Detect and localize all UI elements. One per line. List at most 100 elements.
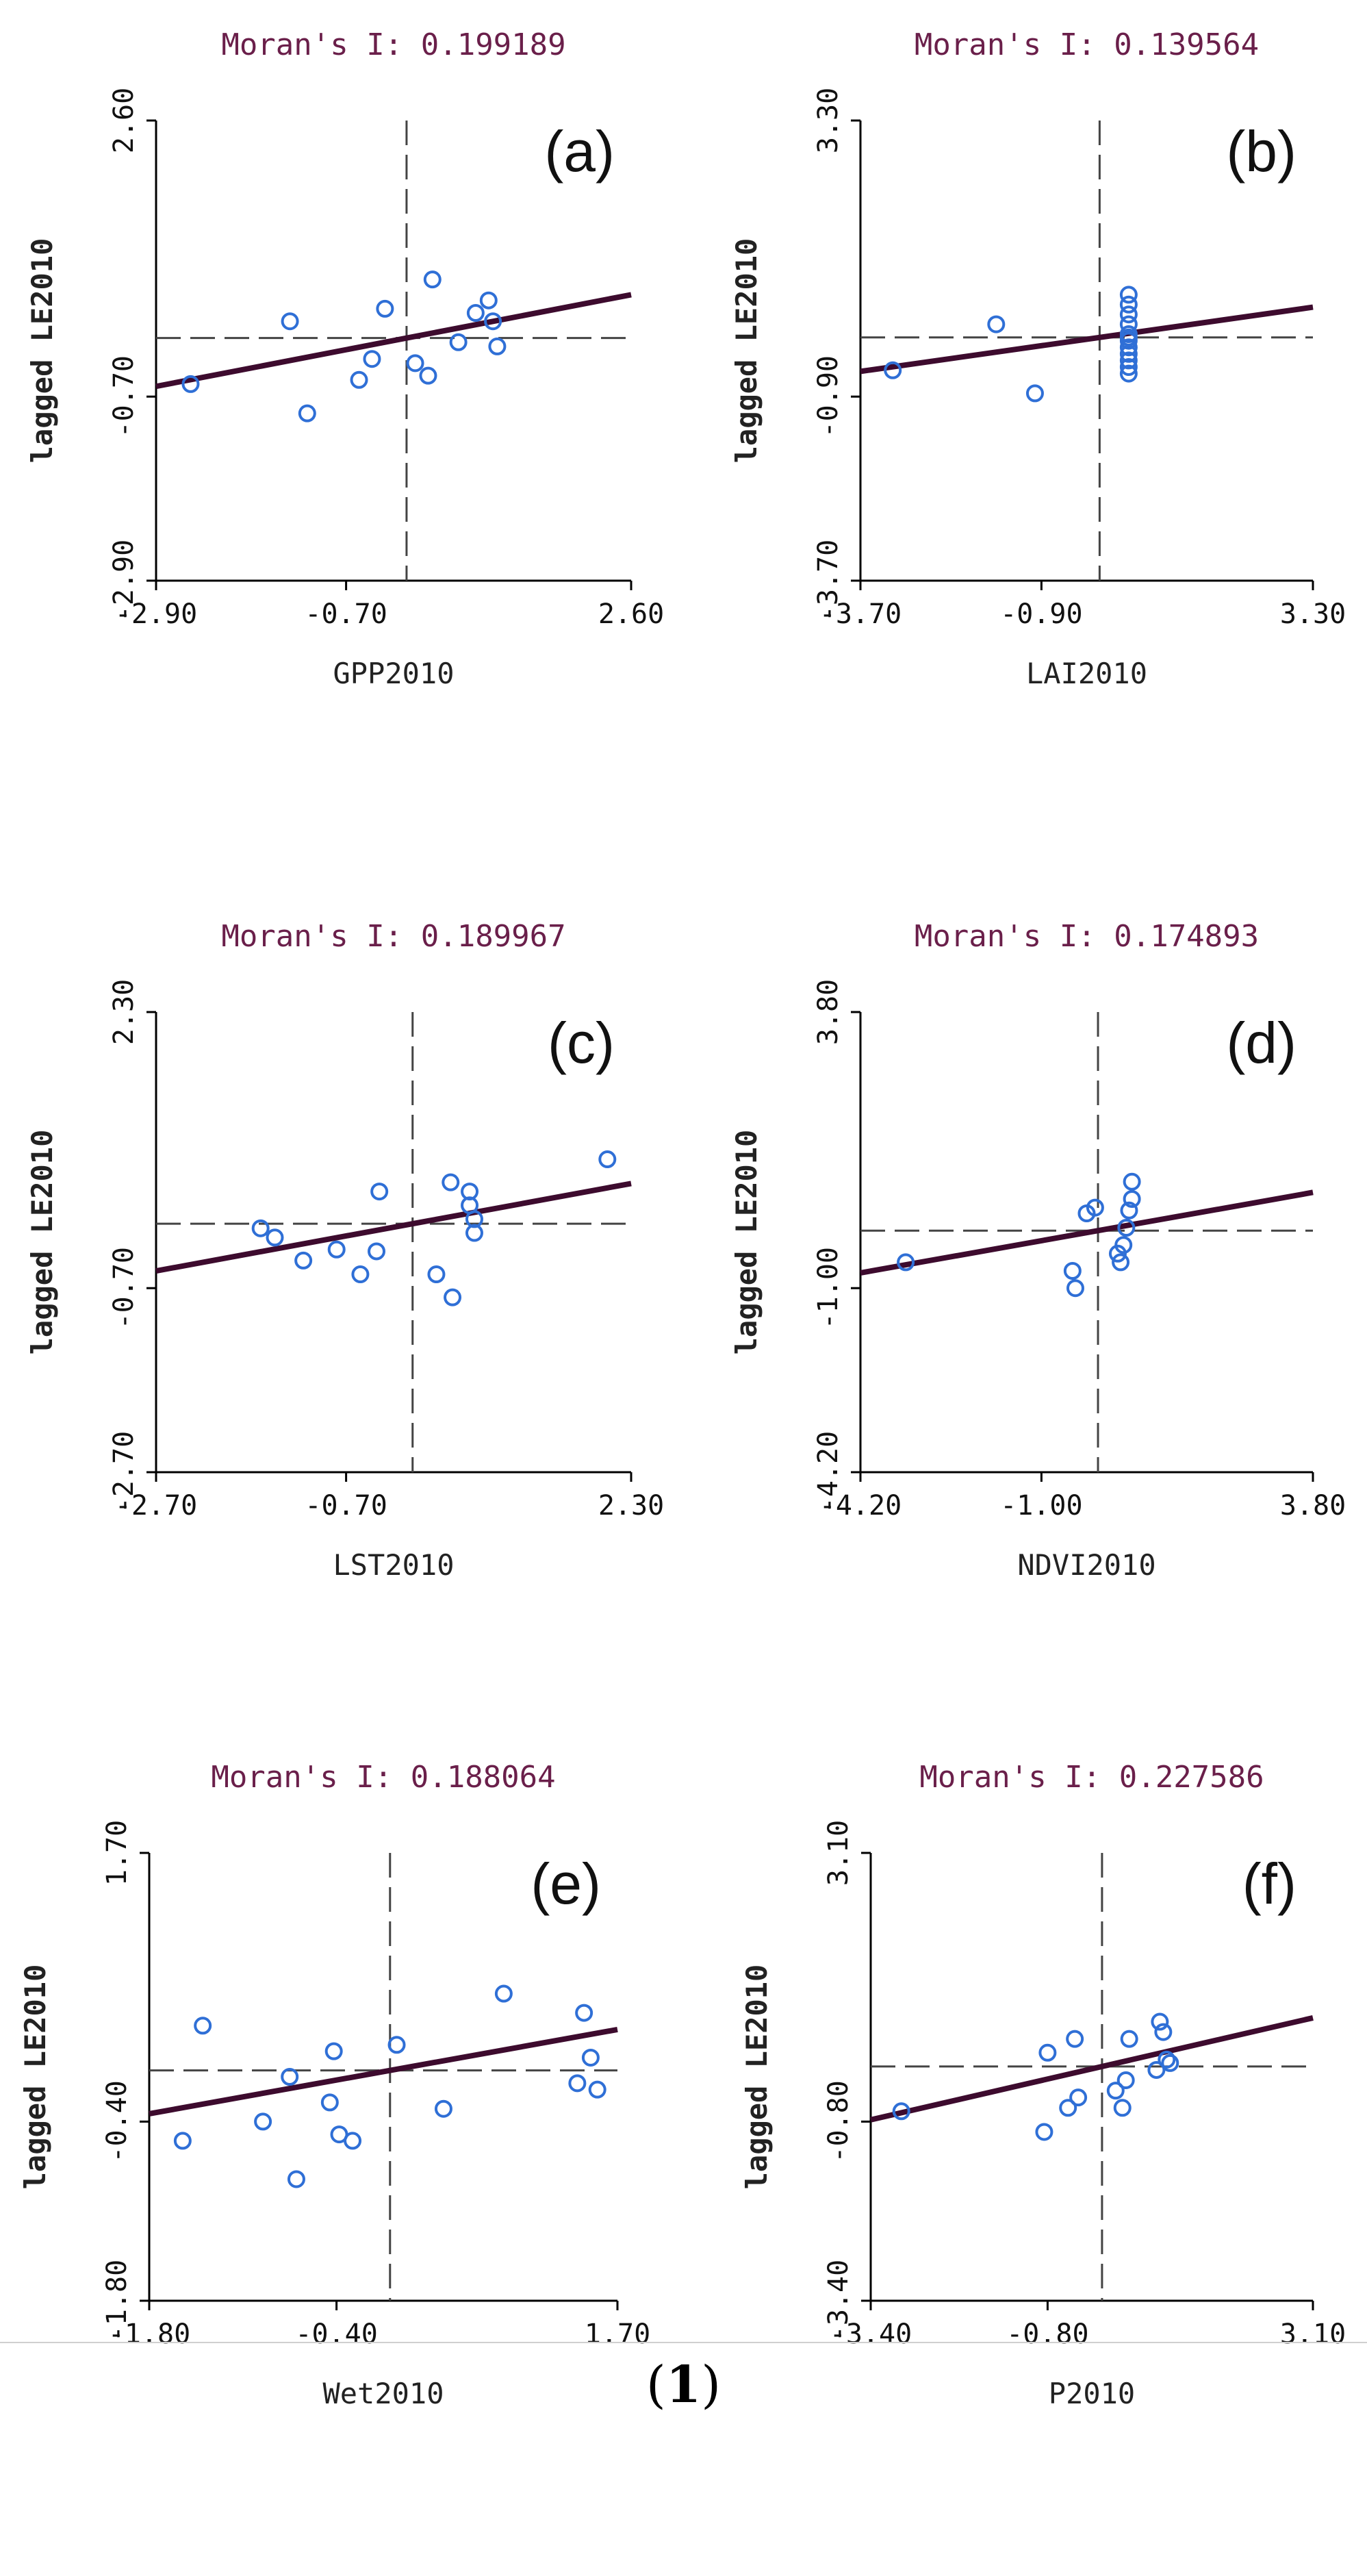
y-tick-label: -0.70 xyxy=(108,355,140,438)
y-tick-label: -3.70 xyxy=(813,540,844,622)
data-point xyxy=(294,1251,313,1270)
y-tick-label: -0.80 xyxy=(823,2080,854,2162)
y-tick-label: -1.00 xyxy=(813,1247,844,1329)
data-point xyxy=(1038,2043,1057,2062)
x-tick-label: -2.70 xyxy=(115,1490,197,1521)
data-point xyxy=(1119,295,1138,314)
data-point xyxy=(298,404,316,422)
data-point xyxy=(568,2074,587,2093)
panel-label: (c) xyxy=(548,1011,615,1075)
data-point xyxy=(1112,1253,1130,1272)
data-point xyxy=(1161,2054,1179,2072)
data-point xyxy=(1059,2099,1077,2117)
x-tick-label: -3.70 xyxy=(819,598,902,630)
x-tick-label: -2.90 xyxy=(115,598,197,630)
y-tick-label: -2.90 xyxy=(108,540,140,622)
data-point xyxy=(1025,384,1044,403)
y-tick-label: 3.80 xyxy=(813,979,844,1045)
y-tick-label: -2.70 xyxy=(108,1431,140,1513)
data-point xyxy=(1120,1201,1138,1220)
data-point xyxy=(1120,2030,1138,2048)
data-point xyxy=(324,2042,343,2060)
x-tick-label: 2.60 xyxy=(598,598,664,630)
caption-divider xyxy=(0,2342,1367,2343)
data-point xyxy=(327,1240,346,1259)
data-point xyxy=(194,2017,212,2035)
data-point xyxy=(423,270,442,289)
x-tick-label: 1.70 xyxy=(585,2319,650,2350)
data-point xyxy=(494,1984,513,2003)
y-tick-label: 3.30 xyxy=(813,88,844,153)
data-point xyxy=(1119,286,1138,304)
data-point xyxy=(387,2036,406,2054)
panel-title: Moran's I: 0.188064 xyxy=(211,1760,555,1795)
regression-line xyxy=(870,2015,1314,2123)
data-point xyxy=(442,1173,460,1191)
x-tick-label: 2.30 xyxy=(598,1490,664,1521)
y-tick-label: -0.70 xyxy=(108,1247,140,1329)
data-point xyxy=(320,2093,339,2112)
y-tick-label: -0.40 xyxy=(101,2080,133,2162)
data-point xyxy=(479,291,498,310)
y-tick-label: 1.70 xyxy=(101,1820,133,1886)
data-point xyxy=(892,2102,910,2121)
data-point xyxy=(281,312,299,331)
y-tick-label: -1.80 xyxy=(101,2260,133,2342)
y-tick-label: -4.20 xyxy=(813,1431,844,1513)
panel-title: Moran's I: 0.199189 xyxy=(221,27,565,62)
data-point xyxy=(1147,2060,1166,2079)
data-point xyxy=(1119,305,1138,324)
x-tick-label: -0.80 xyxy=(1006,2319,1088,2350)
data-point xyxy=(581,2048,600,2067)
data-point xyxy=(575,2004,593,2022)
data-point xyxy=(588,2080,606,2099)
y-tick-label: 2.60 xyxy=(108,88,140,153)
x-tick-label: -0.90 xyxy=(1000,598,1082,630)
data-point xyxy=(884,361,902,379)
y-axis-title: lagged LE2010 xyxy=(18,1965,52,2190)
data-point xyxy=(1119,358,1138,376)
x-tick-label: -1.80 xyxy=(108,2319,190,2350)
x-tick-label: 3.30 xyxy=(1280,598,1346,630)
data-point xyxy=(1158,2050,1176,2069)
regression-line xyxy=(155,1180,632,1274)
regression-line xyxy=(155,292,632,390)
regression-line xyxy=(149,2026,618,2117)
panel-title: Moran's I: 0.139564 xyxy=(915,27,1259,62)
panel-title: Moran's I: 0.227586 xyxy=(919,1760,1264,1795)
x-axis-title: Wet2010 xyxy=(322,2377,444,2410)
x-axis-title: NDVI2010 xyxy=(1017,1548,1155,1582)
data-point xyxy=(419,366,437,385)
data-point xyxy=(350,370,368,389)
data-point xyxy=(488,337,507,355)
data-point xyxy=(1119,338,1138,357)
data-point xyxy=(466,304,485,323)
data-point xyxy=(1035,2123,1053,2141)
y-tick-label: -3.40 xyxy=(823,2260,854,2342)
data-point xyxy=(1116,2071,1135,2090)
data-point xyxy=(465,1210,483,1228)
figure-caption: (1) xyxy=(646,2356,721,2414)
data-point xyxy=(1086,1198,1104,1217)
y-axis-title: lagged LE2010 xyxy=(25,1130,59,1355)
y-axis-title: lagged LE2010 xyxy=(740,1965,774,2190)
data-point xyxy=(1119,351,1138,370)
x-tick-label: -1.00 xyxy=(1000,1490,1082,1521)
data-point xyxy=(1069,2088,1088,2107)
data-point xyxy=(1119,364,1138,383)
y-tick-label: 2.30 xyxy=(108,979,140,1045)
data-point xyxy=(444,1288,462,1306)
y-axis-title: lagged LE2010 xyxy=(730,238,763,464)
data-point xyxy=(1114,1236,1133,1254)
data-point xyxy=(449,333,468,351)
panel-label: (a) xyxy=(544,119,615,184)
panel-label: (e) xyxy=(531,1852,601,1916)
data-point xyxy=(1123,1190,1141,1208)
x-tick-label: 3.80 xyxy=(1280,1490,1346,1521)
panel-label: (d) xyxy=(1226,1011,1296,1075)
data-point xyxy=(251,1219,270,1237)
x-tick-label: -3.40 xyxy=(830,2319,912,2350)
data-point xyxy=(181,375,200,393)
panel-title: Moran's I: 0.189967 xyxy=(221,919,565,954)
data-point xyxy=(266,1228,284,1247)
